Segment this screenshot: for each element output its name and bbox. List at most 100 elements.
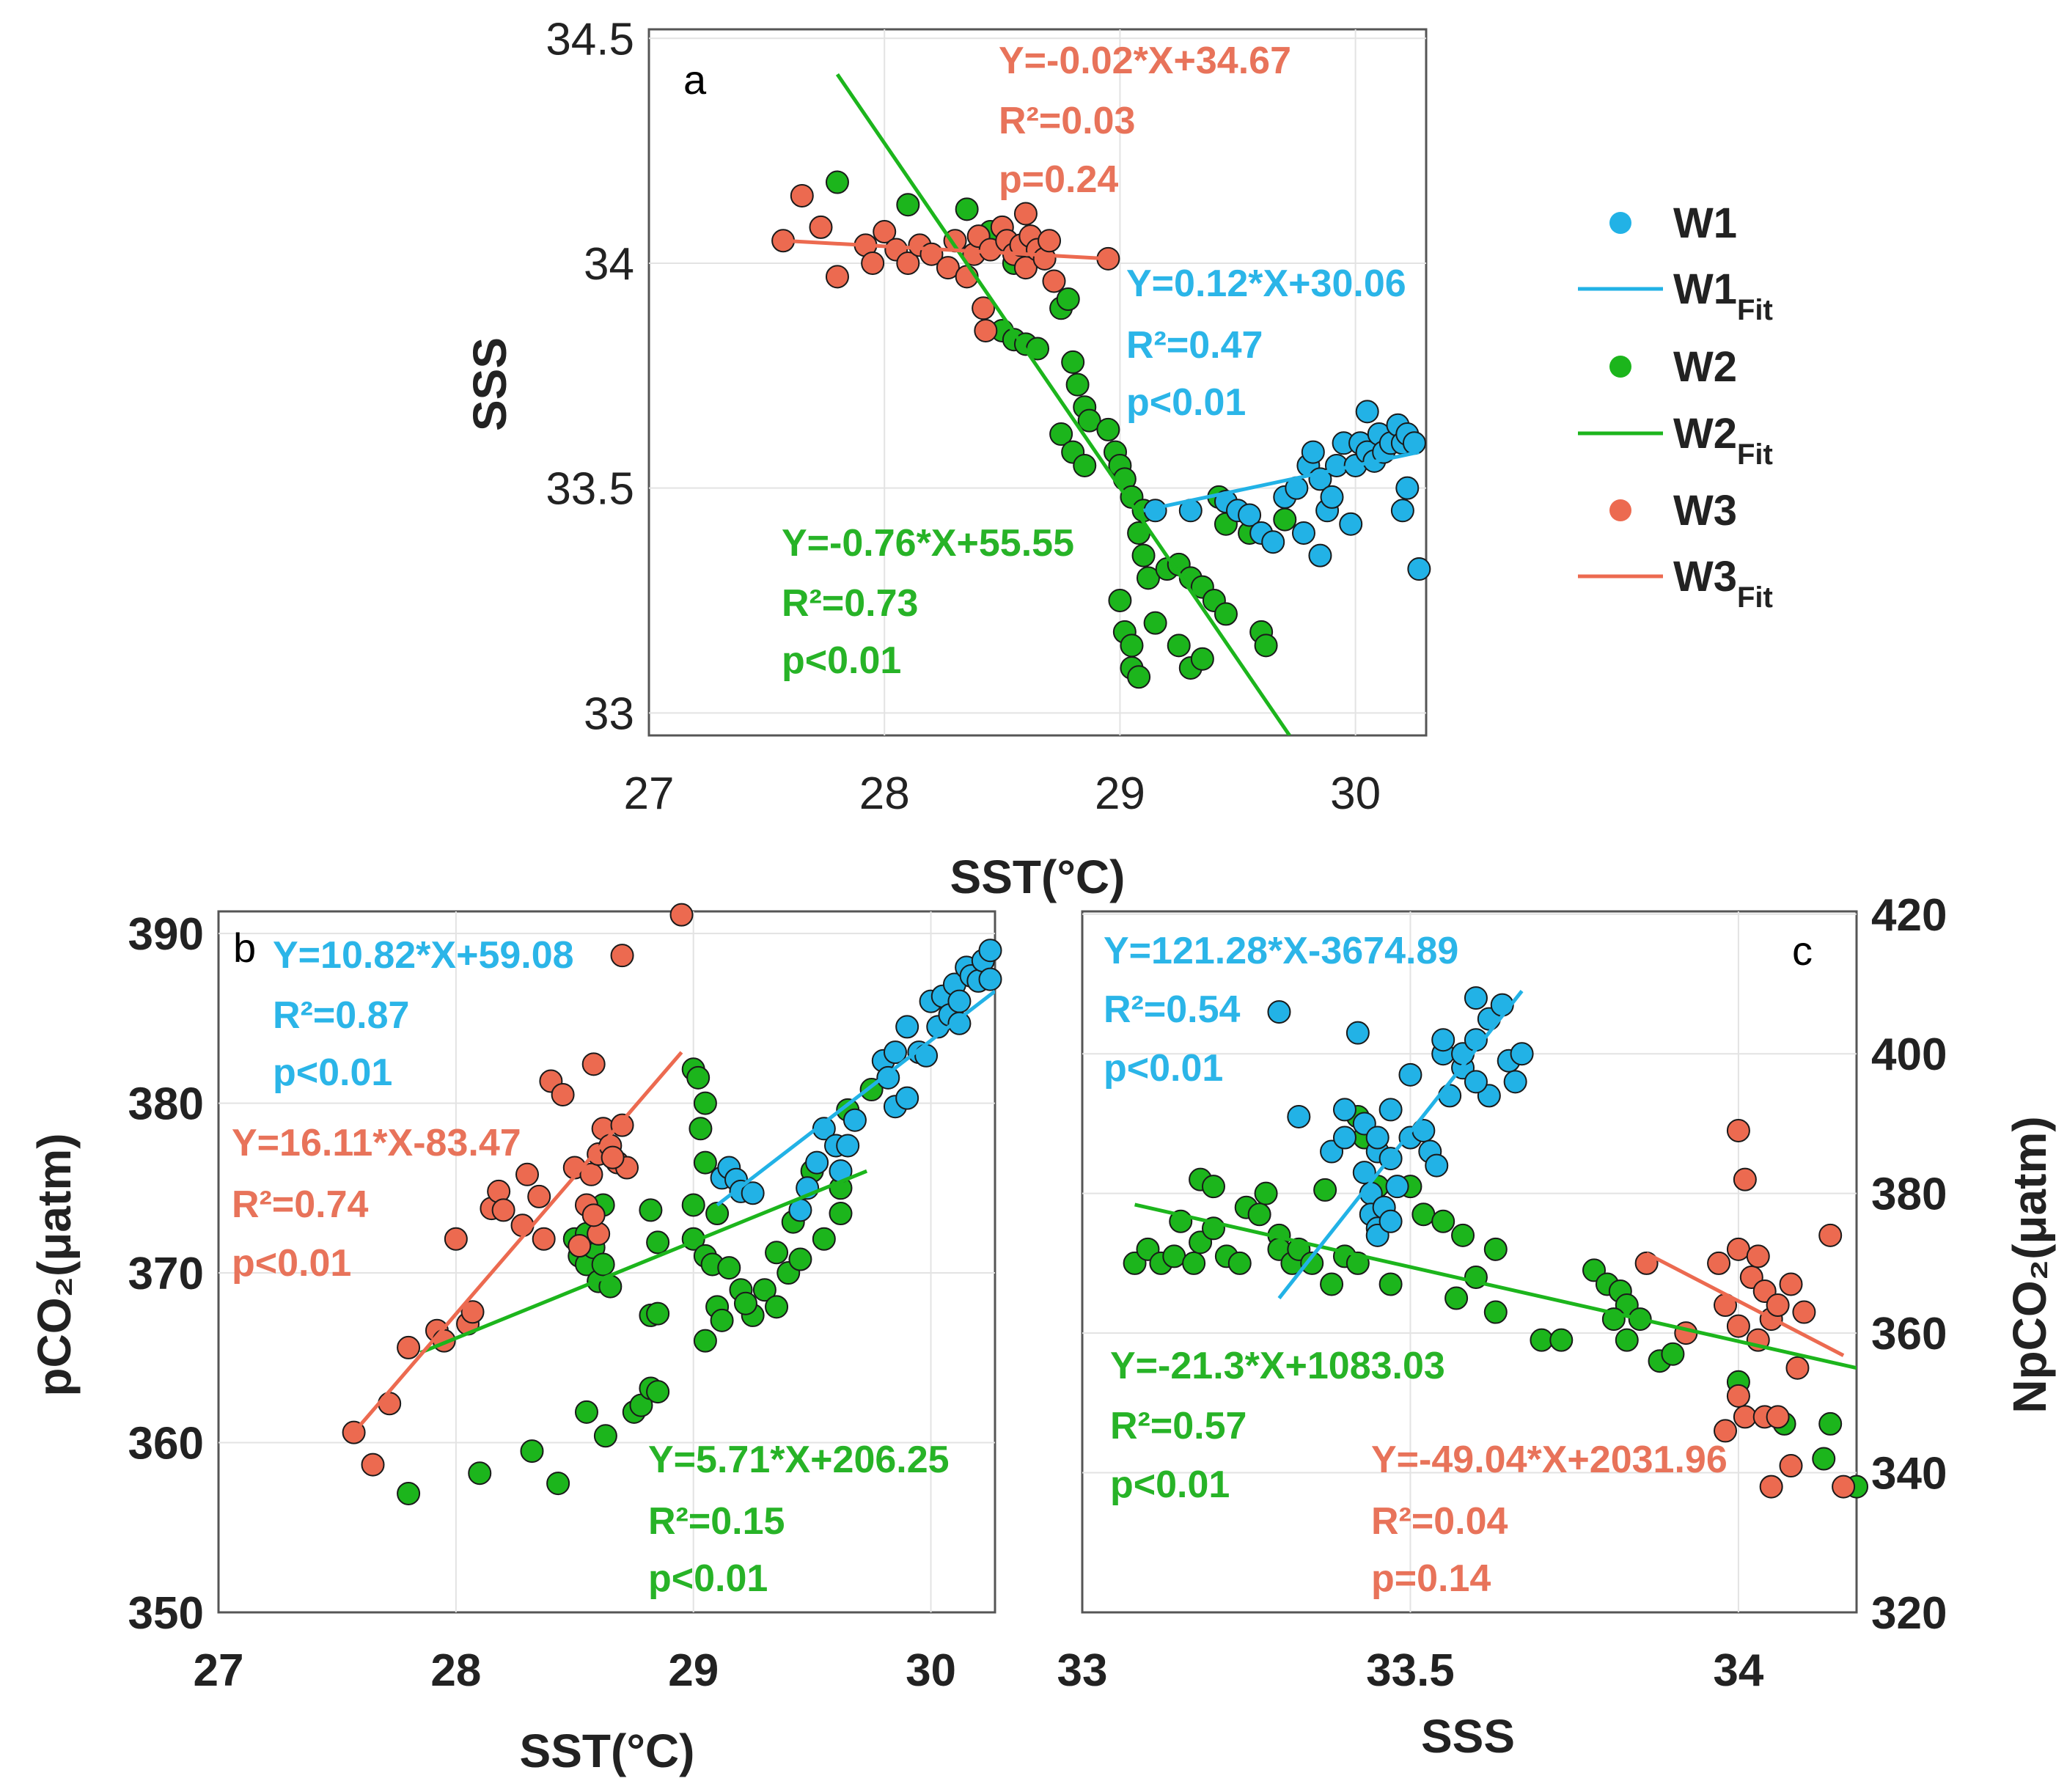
data-point-w3 [1726, 1314, 1750, 1338]
fit-line-w3 [782, 238, 1109, 261]
grid-c [1082, 911, 1857, 1612]
annotation-r2: R²=0.03 [999, 100, 1135, 142]
data-point-w2 [1530, 1328, 1554, 1352]
legend-marker-w2 [1609, 356, 1631, 378]
data-point-w1 [1287, 1104, 1311, 1128]
data-point-w2 [520, 1439, 544, 1464]
data-point-w2 [546, 1472, 570, 1496]
data-point-w1 [1510, 1042, 1534, 1066]
panel-a: SSS SST(°C) 27 28 29 30 33 33.5 34 34.5 a Y=-0.02… [463, 14, 1431, 903]
data-point-w1 [1301, 440, 1325, 464]
annotation-eq: Y=121.28*X-3674.89 [1104, 930, 1458, 972]
data-point-w2 [1136, 566, 1160, 590]
data-point-w1 [1402, 431, 1426, 455]
annotation-eq: Y=16.11*X-83.47 [232, 1122, 521, 1164]
panel-b: pCO₂(μatm) SST(°C) 27 28 29 30 350 360 370 380 3… [28, 903, 1002, 1777]
data-point-w1 [1365, 1125, 1389, 1150]
data-point-w3 [936, 256, 960, 280]
tick-labels-c: 33 33.5 34 320 340 360 380 400 420 [1057, 890, 1947, 1696]
data-point-w1 [1339, 512, 1363, 536]
data-point-w2 [825, 170, 849, 194]
data-point-w2 [733, 1291, 757, 1315]
data-point-w1 [895, 1015, 919, 1039]
data-point-w3 [1818, 1223, 1843, 1247]
data-point-w1 [947, 1011, 972, 1035]
legend-name: W1 [1673, 199, 1737, 247]
data-point-w2 [896, 193, 920, 217]
data-point-w2 [1120, 634, 1144, 658]
data-point-w1 [1398, 1062, 1422, 1087]
data-point-w3 [1674, 1321, 1698, 1345]
tick-labels-b: 27 28 29 30 350 360 370 380 390 [128, 909, 956, 1696]
data-point-w2 [686, 1065, 711, 1090]
y-tick-label: 320 [1871, 1588, 1947, 1639]
legend-label: W3 [1673, 487, 1737, 535]
data-point-w1 [1261, 530, 1285, 554]
data-point-w2 [689, 1117, 713, 1141]
legend-marker-w3 [1609, 499, 1631, 521]
y-tick-label: 400 [1871, 1029, 1947, 1080]
data-point-w2 [574, 1400, 598, 1424]
data-point-w1 [1308, 543, 1332, 568]
annotation-r2: R²=0.54 [1104, 988, 1241, 1031]
x-tick-label: 30 [1330, 768, 1381, 819]
legend-name: W2 [1673, 343, 1737, 391]
y-tick-label: 33 [584, 688, 634, 739]
data-point-w3 [610, 944, 634, 968]
data-point-w1 [883, 1040, 907, 1065]
y-axis-label-b: pCO₂(μatm) [28, 1133, 81, 1396]
legend-label: W2Fit [1673, 410, 1773, 471]
data-point-w3 [1779, 1454, 1803, 1478]
annotation-r2: R²=0.47 [1126, 324, 1263, 367]
data-point-w2 [693, 1329, 717, 1353]
panel-label-b: b [233, 925, 256, 971]
data-point-w3 [568, 1234, 592, 1258]
annotation-r2: R²=0.73 [782, 582, 918, 625]
data-point-w1 [1332, 1098, 1356, 1122]
data-point-w3 [1707, 1251, 1731, 1275]
annotation-r2: R²=0.74 [232, 1183, 369, 1226]
data-point-w2 [1096, 417, 1120, 441]
data-point-w3 [1042, 269, 1066, 293]
x-tick-label: 29 [668, 1645, 719, 1696]
data-point-w2 [1254, 1181, 1278, 1205]
data-point-w2 [1247, 1202, 1271, 1227]
x-axis-label-c: SSS [1421, 1710, 1515, 1763]
data-point-w3 [551, 1082, 575, 1106]
data-point-w2 [1313, 1178, 1337, 1202]
data-point-w2 [1254, 634, 1278, 658]
data-point-w2 [693, 1150, 717, 1175]
data-point-w3 [825, 265, 849, 289]
annotation-eq: Y=-0.76*X+55.55 [782, 522, 1074, 565]
fit-line-w2 [419, 1169, 868, 1355]
data-point-w1 [1438, 1084, 1462, 1108]
data-point-w2 [1444, 1286, 1469, 1310]
data-point-w3 [1832, 1475, 1856, 1499]
annotation-eq: Y=-21.3*X+1083.03 [1110, 1345, 1445, 1387]
y-tick-label: 360 [128, 1419, 204, 1469]
data-point-w3 [669, 903, 694, 927]
fit-line-w1 [716, 989, 995, 1207]
data-point-w1 [836, 1134, 860, 1158]
legend-label: W1Fit [1673, 265, 1773, 326]
data-point-w2 [1143, 611, 1167, 635]
data-point-w2 [681, 1193, 705, 1217]
data-point-w3 [532, 1227, 556, 1251]
data-point-w2 [1411, 1202, 1436, 1227]
data-point-w3 [1779, 1272, 1803, 1296]
x-tick-label: 28 [859, 768, 910, 819]
y-tick-label: 390 [128, 909, 204, 960]
data-point-w2 [788, 1247, 812, 1271]
data-point-w2 [1451, 1223, 1475, 1247]
data-point-w1 [1425, 1153, 1449, 1178]
data-point-w3 [378, 1392, 402, 1416]
y-tick-label: 34.5 [546, 14, 634, 65]
data-point-w1 [741, 1181, 765, 1205]
data-point-w2 [693, 1091, 717, 1115]
y-tick-label: 34 [584, 239, 634, 290]
legend-subscript: Fit [1737, 581, 1773, 614]
data-point-w2 [646, 1230, 670, 1255]
data-point-w1 [1431, 1028, 1455, 1052]
annotation-p: p<0.01 [232, 1242, 351, 1285]
